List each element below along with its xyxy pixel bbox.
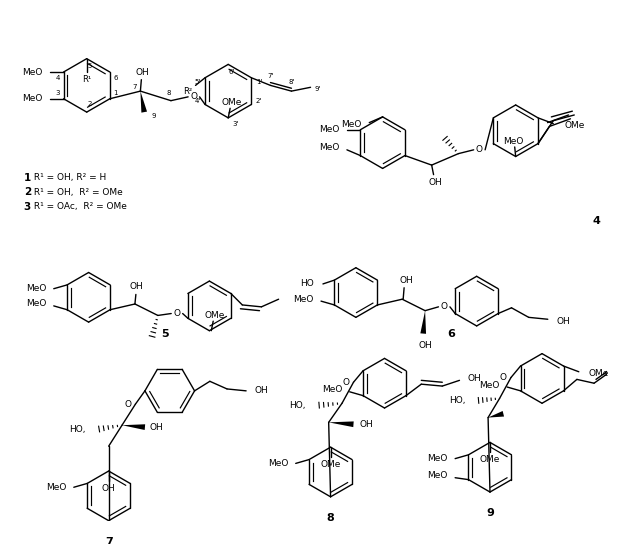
Text: OH: OH bbox=[130, 282, 144, 291]
Text: 3: 3 bbox=[55, 90, 60, 96]
Text: OH: OH bbox=[399, 276, 413, 285]
Text: R¹ = OAc,  R² = OMe: R¹ = OAc, R² = OMe bbox=[31, 202, 127, 211]
Text: O: O bbox=[173, 309, 181, 318]
Text: 1': 1' bbox=[256, 78, 262, 84]
Text: 9': 9' bbox=[315, 86, 321, 92]
Text: OH: OH bbox=[360, 420, 374, 429]
Text: 8': 8' bbox=[288, 78, 295, 84]
Text: 5': 5' bbox=[194, 78, 201, 84]
Text: 4': 4' bbox=[194, 98, 201, 104]
Text: 1: 1 bbox=[24, 173, 31, 183]
Text: 3': 3' bbox=[232, 121, 239, 127]
Text: O: O bbox=[343, 378, 350, 387]
Text: O: O bbox=[500, 373, 507, 382]
Text: OMe: OMe bbox=[320, 460, 341, 469]
Text: O: O bbox=[476, 145, 483, 154]
Text: 7: 7 bbox=[105, 537, 113, 544]
Text: R¹ = OH,  R² = OMe: R¹ = OH, R² = OMe bbox=[31, 188, 123, 197]
Text: MeO: MeO bbox=[26, 300, 46, 308]
Text: MeO: MeO bbox=[26, 284, 46, 293]
Polygon shape bbox=[329, 422, 354, 427]
Text: MeO: MeO bbox=[479, 381, 500, 390]
Text: 3: 3 bbox=[24, 202, 31, 212]
Text: 4: 4 bbox=[55, 75, 60, 81]
Text: 2': 2' bbox=[256, 98, 262, 104]
Text: OMe: OMe bbox=[588, 369, 609, 378]
Text: OH: OH bbox=[418, 341, 432, 350]
Polygon shape bbox=[421, 311, 426, 334]
Text: MeO: MeO bbox=[268, 459, 288, 468]
Text: OH: OH bbox=[102, 484, 115, 493]
Text: 6: 6 bbox=[113, 75, 118, 81]
Text: 4: 4 bbox=[592, 216, 601, 226]
Text: 8: 8 bbox=[167, 90, 171, 96]
Text: MeO: MeO bbox=[22, 67, 42, 77]
Text: 6': 6' bbox=[229, 69, 235, 75]
Text: 8: 8 bbox=[326, 513, 335, 523]
Text: OH: OH bbox=[468, 374, 482, 383]
Text: OMe: OMe bbox=[205, 311, 226, 320]
Text: 7': 7' bbox=[267, 73, 273, 79]
Text: 2: 2 bbox=[87, 102, 92, 108]
Text: OH: OH bbox=[556, 317, 570, 326]
Text: MeO: MeO bbox=[319, 144, 340, 152]
Text: OH: OH bbox=[429, 178, 442, 187]
Text: 9: 9 bbox=[486, 508, 494, 518]
Text: HO,: HO, bbox=[449, 396, 465, 405]
Text: R¹ = OH, R² = H: R¹ = OH, R² = H bbox=[31, 174, 107, 182]
Polygon shape bbox=[488, 411, 504, 418]
Text: O: O bbox=[440, 302, 448, 311]
Text: O: O bbox=[191, 92, 197, 101]
Text: 6: 6 bbox=[447, 329, 455, 338]
Text: MeO: MeO bbox=[341, 120, 361, 129]
Text: MeO: MeO bbox=[321, 385, 342, 394]
Text: HO,: HO, bbox=[289, 401, 306, 410]
Text: MeO: MeO bbox=[319, 125, 340, 134]
Text: 7: 7 bbox=[133, 84, 137, 90]
Text: OMe: OMe bbox=[480, 455, 500, 464]
Text: HO: HO bbox=[300, 280, 313, 288]
Text: MeO: MeO bbox=[293, 295, 313, 304]
Text: MeO: MeO bbox=[427, 471, 447, 480]
Text: O: O bbox=[124, 400, 131, 409]
Text: 1: 1 bbox=[113, 90, 118, 96]
Text: OH: OH bbox=[135, 67, 149, 77]
Polygon shape bbox=[140, 91, 147, 113]
Text: R²: R² bbox=[183, 86, 193, 96]
Text: 2: 2 bbox=[24, 187, 31, 197]
Text: MeO: MeO bbox=[503, 137, 524, 146]
Text: MeO: MeO bbox=[22, 94, 42, 103]
Polygon shape bbox=[122, 424, 145, 430]
Text: HO,: HO, bbox=[69, 424, 86, 434]
Text: OH: OH bbox=[150, 423, 163, 431]
Text: MeO: MeO bbox=[427, 454, 447, 463]
Text: OMe: OMe bbox=[564, 121, 585, 130]
Text: R¹: R¹ bbox=[82, 75, 92, 84]
Text: 5: 5 bbox=[161, 329, 169, 338]
Text: 5: 5 bbox=[87, 63, 92, 69]
Text: OMe: OMe bbox=[222, 98, 242, 107]
Text: MeO: MeO bbox=[45, 483, 66, 492]
Text: OH: OH bbox=[255, 386, 269, 395]
Text: 9: 9 bbox=[151, 113, 156, 119]
